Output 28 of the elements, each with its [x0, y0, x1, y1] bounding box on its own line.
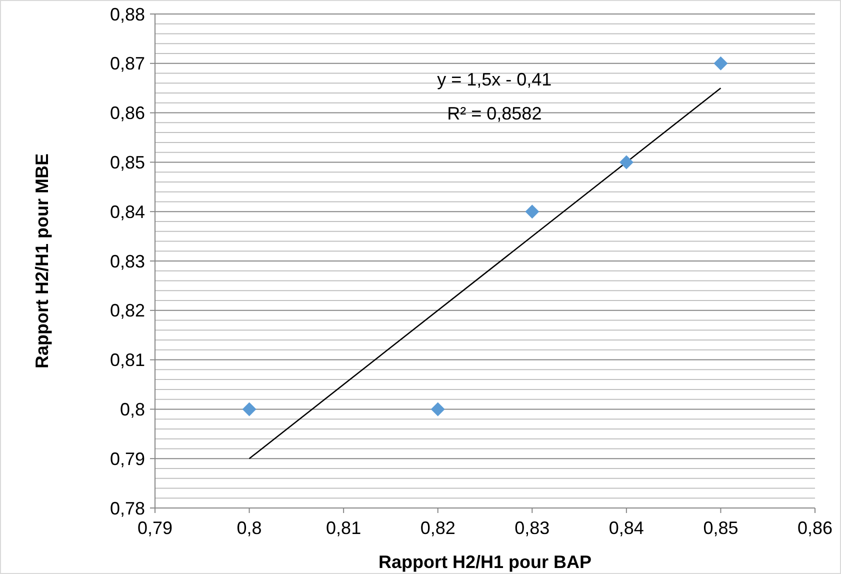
y-tick-label: 0,81	[110, 350, 145, 370]
point	[242, 402, 256, 416]
x-tick-label: 0,83	[514, 518, 550, 538]
x-tick-label: 0,8	[236, 518, 262, 538]
x-tick-label: 0,81	[326, 518, 362, 538]
point	[714, 56, 728, 70]
y-tick-label: 0,79	[110, 448, 145, 469]
point	[430, 402, 445, 416]
y-tick-label: 0,84	[110, 202, 145, 222]
y-tick-label: 0,88	[110, 4, 145, 24]
y-tick-label: 0,8	[120, 400, 145, 420]
point	[525, 204, 540, 219]
x-tick-label: 0,84	[608, 518, 644, 538]
x-tick-label: 0,86	[797, 518, 833, 538]
x-tick-label: 0,82	[420, 518, 456, 538]
x-tick-label: 0,79	[137, 518, 173, 538]
annotation: R² = 0,8582	[447, 104, 542, 124]
y-axis-title: Rapport H2/H1 pour MBE	[32, 153, 52, 369]
y-tick-label: 0,83	[110, 251, 145, 272]
point	[619, 155, 634, 170]
y-tick-label: 0,85	[110, 152, 145, 172]
y-tick-label: 0,78	[110, 498, 145, 518]
y-tick-label: 0,82	[110, 300, 145, 321]
annotation: y = 1,5x - 0,41	[437, 70, 552, 90]
x-tick-label: 0,85	[703, 518, 738, 538]
y-tick-label: 0,87	[110, 54, 145, 74]
x-axis-title: Rapport H2/H1 pour BAP	[378, 552, 592, 572]
y-tick-label: 0,86	[110, 103, 145, 124]
